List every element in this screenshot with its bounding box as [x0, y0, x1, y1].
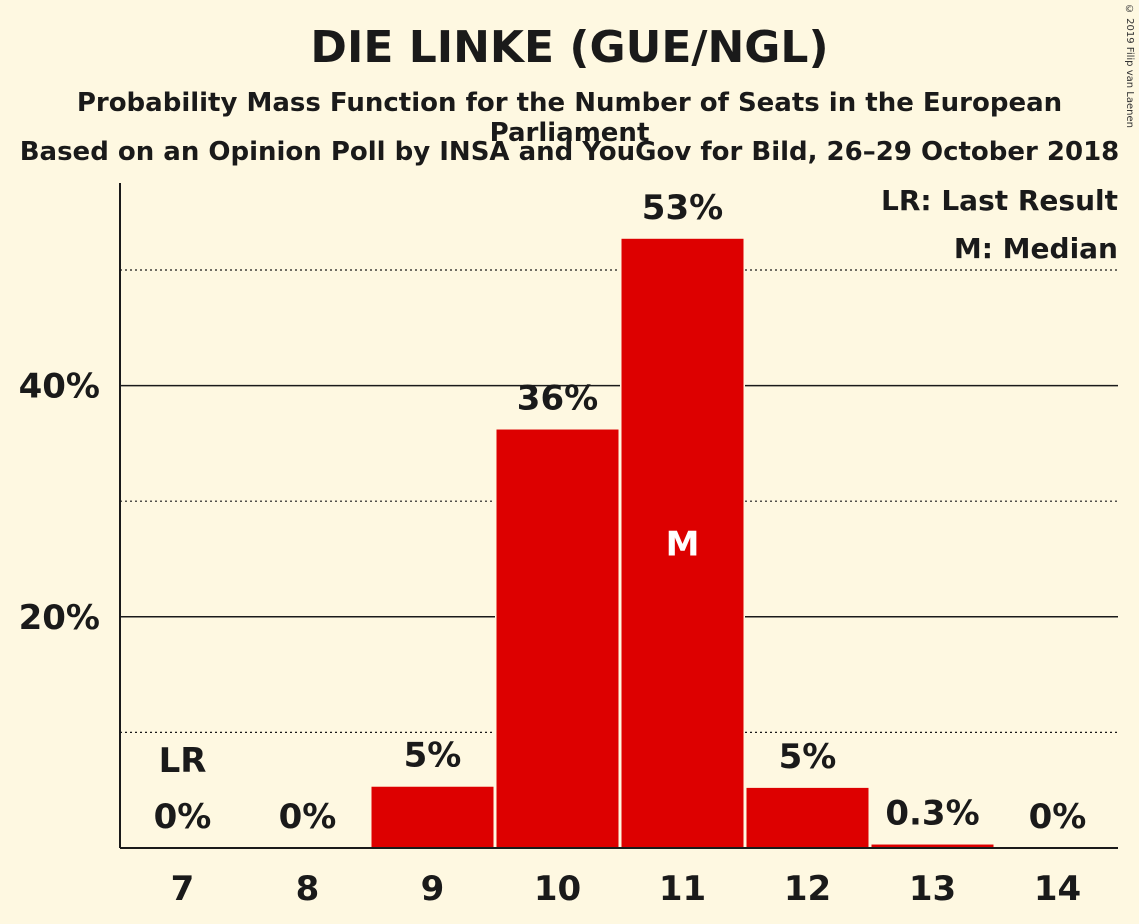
x-tick-label: 8 — [296, 869, 320, 909]
last-result-marker: LR — [159, 741, 207, 781]
median-marker: M — [666, 524, 700, 564]
data-label: 53% — [642, 188, 723, 228]
bar-11 — [621, 238, 744, 849]
copyright-note: © 2019 Filip van Laenen — [1124, 4, 1135, 128]
bar-10 — [496, 429, 619, 848]
bar-12 — [746, 787, 869, 848]
data-label: 5% — [404, 736, 462, 776]
legend-last-result: LR: Last Result — [881, 184, 1118, 217]
x-tick-label: 9 — [421, 869, 445, 909]
data-label: 0.3% — [885, 794, 979, 834]
y-tick-label: 40% — [19, 367, 100, 407]
x-tick-label: 12 — [784, 869, 831, 909]
legend-median: M: Median — [954, 232, 1118, 265]
x-tick-label: 14 — [1034, 869, 1081, 909]
x-tick-label: 11 — [659, 869, 706, 909]
y-tick-label: 20% — [19, 598, 100, 638]
data-label: 36% — [517, 379, 598, 419]
bar-9 — [371, 786, 494, 848]
data-label: 0% — [154, 797, 212, 837]
chart-title: DIE LINKE (GUE/NGL) — [310, 22, 829, 73]
bar-13 — [871, 844, 994, 848]
chart-subtitle: Probability Mass Function for the Number… — [76, 88, 1063, 148]
data-label: 0% — [1029, 797, 1087, 837]
chart-subtitle-source: Based on an Opinion Poll by INSA and You… — [19, 137, 1120, 167]
data-label: 5% — [779, 737, 837, 777]
x-tick-label: 13 — [909, 869, 956, 909]
x-tick-label: 7 — [171, 869, 195, 909]
x-tick-label: 10 — [534, 869, 581, 909]
data-label: 0% — [279, 797, 337, 837]
